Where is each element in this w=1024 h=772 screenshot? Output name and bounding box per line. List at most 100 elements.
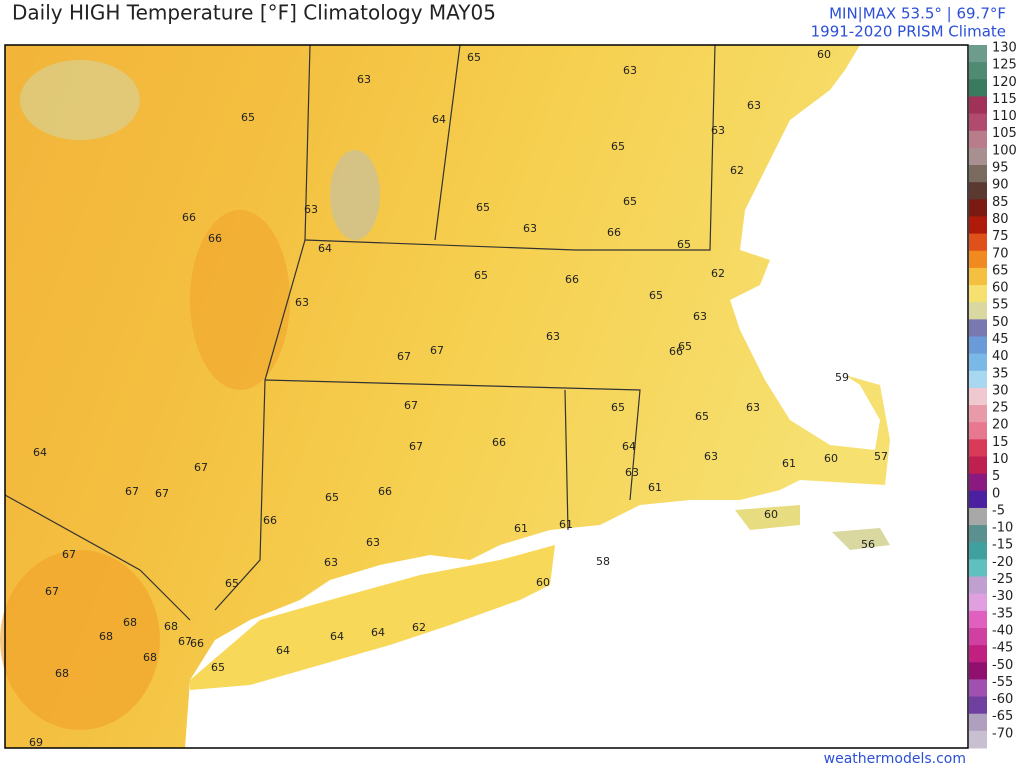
colorbar-tick-label: 75 — [992, 229, 1009, 244]
colorbar-swatch — [969, 439, 987, 458]
map-label: 65 — [611, 401, 625, 414]
min-max: MIN|MAX 53.5° | 69.7°F — [829, 5, 1006, 23]
colorbar-tick-label: -5 — [992, 503, 1005, 518]
map-label: 69 — [29, 736, 43, 749]
colorbar-swatch — [969, 370, 987, 389]
map-label: 68 — [99, 630, 113, 643]
map-label: 68 — [143, 651, 157, 664]
colorbar-swatch — [969, 679, 987, 698]
colorbar-tick-label: -65 — [992, 709, 1013, 724]
map-label: 64 — [318, 242, 332, 255]
terrain — [0, 550, 160, 730]
map-label: 65 — [476, 201, 490, 214]
colorbar-swatch — [969, 130, 987, 149]
colorbar-tick-label: 120 — [992, 75, 1017, 90]
map-label: 65 — [623, 195, 637, 208]
map-label: 65 — [241, 111, 255, 124]
map-label: 57 — [874, 450, 888, 463]
colorbar-swatch — [969, 405, 987, 423]
colorbar-tick-label: 110 — [992, 109, 1017, 124]
map-label: 65 — [325, 491, 339, 504]
map-label: 56 — [861, 538, 875, 551]
map-label: 65 — [467, 51, 481, 64]
map-label: 66 — [492, 436, 506, 449]
map-label: 63 — [304, 203, 318, 216]
colorbar-tick-label: 20 — [992, 418, 1009, 433]
colorbar-swatch — [969, 96, 987, 115]
long-island — [190, 545, 555, 690]
map-label: 68 — [123, 616, 137, 629]
map-label: 63 — [357, 73, 371, 86]
colorbar-swatch — [969, 267, 987, 286]
map-label: 66 — [208, 232, 222, 245]
colorbar-tick-label: -70 — [992, 726, 1013, 741]
colorbar-swatch — [969, 216, 987, 235]
colorbar-tick-label: 25 — [992, 401, 1009, 416]
colorbar-swatch — [969, 79, 987, 97]
map-label: 64 — [330, 630, 344, 643]
colorbar-tick-label: 80 — [992, 212, 1009, 227]
colorbar-tick-label: 90 — [992, 178, 1009, 193]
map-label: 61 — [559, 518, 573, 531]
island — [735, 505, 800, 530]
colorbar-swatch — [969, 233, 987, 252]
map-label: 61 — [648, 481, 662, 494]
map-label: 65 — [225, 577, 239, 590]
map-label: 67 — [125, 485, 139, 498]
colorbar-tick-label: -10 — [992, 521, 1013, 536]
colorbar-tick-label: 115 — [992, 92, 1017, 107]
colorbar-swatch — [969, 593, 987, 612]
colorbar-swatch — [969, 62, 987, 80]
colorbar-swatch — [969, 319, 987, 337]
map-label: 67 — [430, 344, 444, 357]
map-label: 66 — [669, 345, 683, 358]
map-label: 65 — [474, 269, 488, 282]
map-label: 64 — [622, 440, 636, 453]
colorbar-swatch — [969, 336, 987, 355]
colorbar-swatch — [969, 387, 987, 406]
map-label: 58 — [596, 555, 610, 568]
state-borders — [4, 44, 716, 621]
colorbar-swatch — [969, 302, 987, 320]
map-label: 63 — [623, 64, 637, 77]
colorbar-tick-label: 0 — [992, 486, 1000, 501]
colorbar-tick-label: 50 — [992, 315, 1009, 330]
colorbar-swatch — [969, 730, 987, 749]
map-label: 68 — [55, 667, 69, 680]
map-label: 61 — [514, 522, 528, 535]
map-label: 63 — [366, 536, 380, 549]
colorbar-tick-label: -25 — [992, 572, 1013, 587]
colorbar-tick-label: -30 — [992, 589, 1013, 604]
map-label: 65 — [678, 340, 692, 353]
colorbar-swatch — [969, 250, 987, 269]
map-label: 63 — [693, 310, 707, 323]
colorbar-swatch — [969, 45, 987, 63]
colorbar-tick-label: 60 — [992, 281, 1009, 296]
map-label: 64 — [432, 113, 446, 126]
terrain — [330, 150, 380, 240]
colorbar-swatch — [969, 525, 987, 543]
map-label: 60 — [824, 452, 838, 465]
colorbar-swatch — [969, 147, 987, 166]
map-label: 66 — [190, 637, 204, 650]
colorbar-swatch — [969, 182, 987, 200]
colorbar-swatch — [969, 165, 987, 183]
map-label: 64 — [33, 446, 47, 459]
colorbar-tick-label: 10 — [992, 452, 1009, 467]
map-label: 62 — [730, 164, 744, 177]
colorbar-swatch — [969, 490, 987, 509]
map-label: 60 — [536, 576, 550, 589]
colorbar-tick-label: 70 — [992, 246, 1009, 261]
map-label: 67 — [155, 487, 169, 500]
colorbar-swatch — [969, 559, 987, 578]
colorbar-tick-label: 15 — [992, 435, 1009, 450]
colorbar-swatch — [969, 713, 987, 732]
map-label: 61 — [782, 457, 796, 470]
colorbar-tick-label: 35 — [992, 366, 1009, 381]
source: 1991-2020 PRISM Climate — [811, 23, 1006, 41]
colorbar-swatch — [969, 285, 987, 303]
colorbar-swatch — [969, 662, 987, 680]
colorbar-swatch — [969, 422, 987, 440]
map-label: 62 — [412, 621, 426, 634]
